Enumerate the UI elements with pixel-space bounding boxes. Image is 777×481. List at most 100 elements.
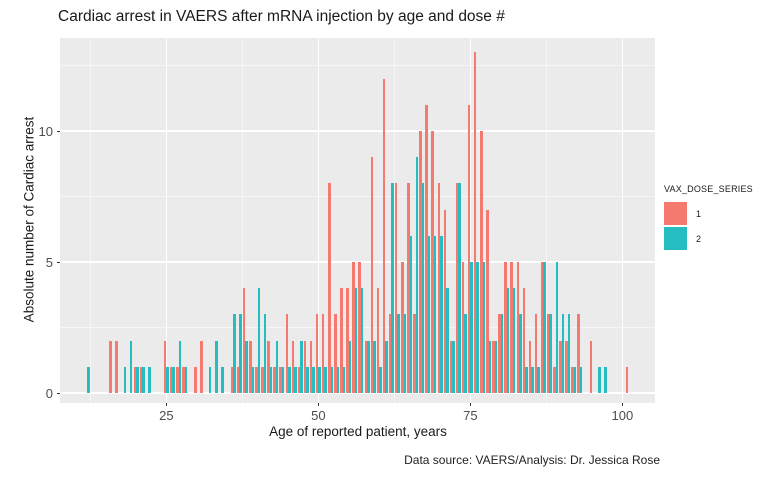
bar-dose2-age-92 [573,366,577,393]
bar-dose1-age-42 [267,340,270,393]
bar-dose1-age-90 [559,340,562,393]
bar-dose1-age-37 [236,366,240,393]
bar-dose1-age-58 [364,340,368,393]
bar-dose2-age-47 [300,340,303,393]
bar-dose2-age-58 [367,340,370,393]
legend-title: VAX_DOSE_SERIES [664,184,753,194]
legend-item-dose1: 1 [664,201,753,226]
bar-dose1-age-63 [394,183,398,393]
y-axis-tick-mark [57,393,60,394]
bar-dose2-age-69 [433,235,437,393]
bar-dose2-age-62 [391,183,394,393]
bar-dose1-age-89 [553,366,556,393]
gridline-vertical-major [317,38,320,403]
bar-dose1-age-69 [431,131,434,393]
bar-dose1-age-82 [510,262,513,393]
bar-dose2-age-70 [440,235,443,393]
legend: VAX_DOSE_SERIES 1 2 [664,184,753,251]
bar-dose1-age-57 [358,262,361,393]
bar-dose1-age-101 [625,366,629,393]
bar-dose1-age-21 [139,366,143,393]
bar-dose1-age-76 [473,52,477,393]
bar-dose1-age-55 [346,288,349,393]
bar-dose1-age-85 [528,340,532,393]
bar-dose2-age-38 [245,340,248,393]
bar-dose2-age-64 [403,314,407,393]
bar-dose1-age-51 [321,314,325,393]
bar-dose1-age-48 [303,340,307,393]
bar-dose1-age-83 [516,262,520,393]
gridline-vertical-minor [241,38,243,403]
bar-dose1-age-74 [461,262,465,393]
bar-dose2-age-57 [360,288,364,393]
bar-dose1-age-78 [486,209,489,393]
bar-dose1-age-38 [242,288,246,393]
bar-dose2-age-33 [215,340,218,393]
legend-swatch-dose1 [664,202,687,225]
bar-dose2-age-84 [525,366,528,393]
bar-dose1-age-26 [169,366,173,393]
bar-dose2-age-77 [482,262,486,393]
bar-dose1-age-80 [498,314,501,393]
bar-dose1-age-70 [437,183,440,393]
bar-dose2-age-75 [470,262,473,393]
bar-dose1-age-47 [297,366,301,393]
bar-dose2-age-76 [476,262,479,393]
bar-dose1-age-66 [413,314,416,393]
bar-dose2-age-89 [555,262,559,393]
bar-dose1-age-36 [230,366,234,393]
x-axis-tick-mark [318,403,320,406]
bar-dose1-age-39 [249,340,252,393]
bar-dose1-age-95 [589,340,592,393]
bar-dose1-age-67 [419,131,422,393]
bar-dose1-age-64 [401,262,404,393]
bar-dose2-age-81 [506,288,510,393]
x-axis-tick-label: 25 [159,408,174,423]
bar-dose1-age-87 [540,262,544,393]
bar-dose2-age-85 [531,366,534,393]
bar-dose2-age-46 [294,366,297,393]
bar-dose2-age-49 [312,366,315,393]
bar-dose2-age-41 [263,314,267,393]
bar-dose2-age-20 [136,366,139,393]
bar-dose1-age-53 [334,314,337,393]
bar-dose2-age-90 [561,314,565,393]
chart-title: Cardiac arrest in VAERS after mRNA injec… [58,8,505,25]
legend-label-dose1: 1 [696,208,702,219]
gridline-vertical-major [165,38,168,403]
bar-dose2-age-65 [409,235,413,393]
bar-dose1-age-25 [163,340,167,393]
gridline-vertical-major [621,38,624,403]
bar-dose2-age-93 [579,366,583,393]
bar-dose2-age-66 [415,157,419,393]
bar-dose1-age-81 [504,262,507,393]
bar-dose1-age-91 [565,340,568,393]
bar-dose1-age-68 [425,104,428,393]
bar-dose1-age-56 [352,262,355,393]
bar-dose2-age-55 [348,340,352,393]
bar-dose1-age-65 [407,183,410,393]
bar-dose2-age-12 [87,366,90,393]
bar-dose2-age-39 [251,366,255,393]
bar-dose2-age-87 [543,262,546,393]
bar-dose1-age-50 [315,314,319,393]
bar-dose2-age-56 [354,288,358,393]
bar-dose1-age-17 [115,340,118,393]
bar-dose2-age-82 [512,288,516,393]
bar-dose1-age-31 [200,340,203,393]
bar-dose1-age-86 [534,314,538,393]
y-axis-tick-label: 5 [45,255,53,270]
bar-dose2-age-74 [464,314,467,393]
bar-dose1-age-40 [255,366,258,393]
bar-dose2-age-34 [221,366,224,393]
legend-item-dose2: 2 [664,226,753,251]
bar-dose1-age-61 [382,78,386,393]
gridline-horizontal-minor [60,196,655,197]
bar-dose2-age-40 [257,288,261,393]
bar-dose2-age-44 [281,366,285,393]
bar-dose2-age-28 [184,366,188,393]
bar-dose2-age-22 [148,366,151,393]
bar-dose2-age-26 [172,366,175,393]
data-source-caption: Data source: VAERS/Analysis: Dr. Jessica… [404,453,660,467]
bar-dose2-age-52 [330,366,334,393]
